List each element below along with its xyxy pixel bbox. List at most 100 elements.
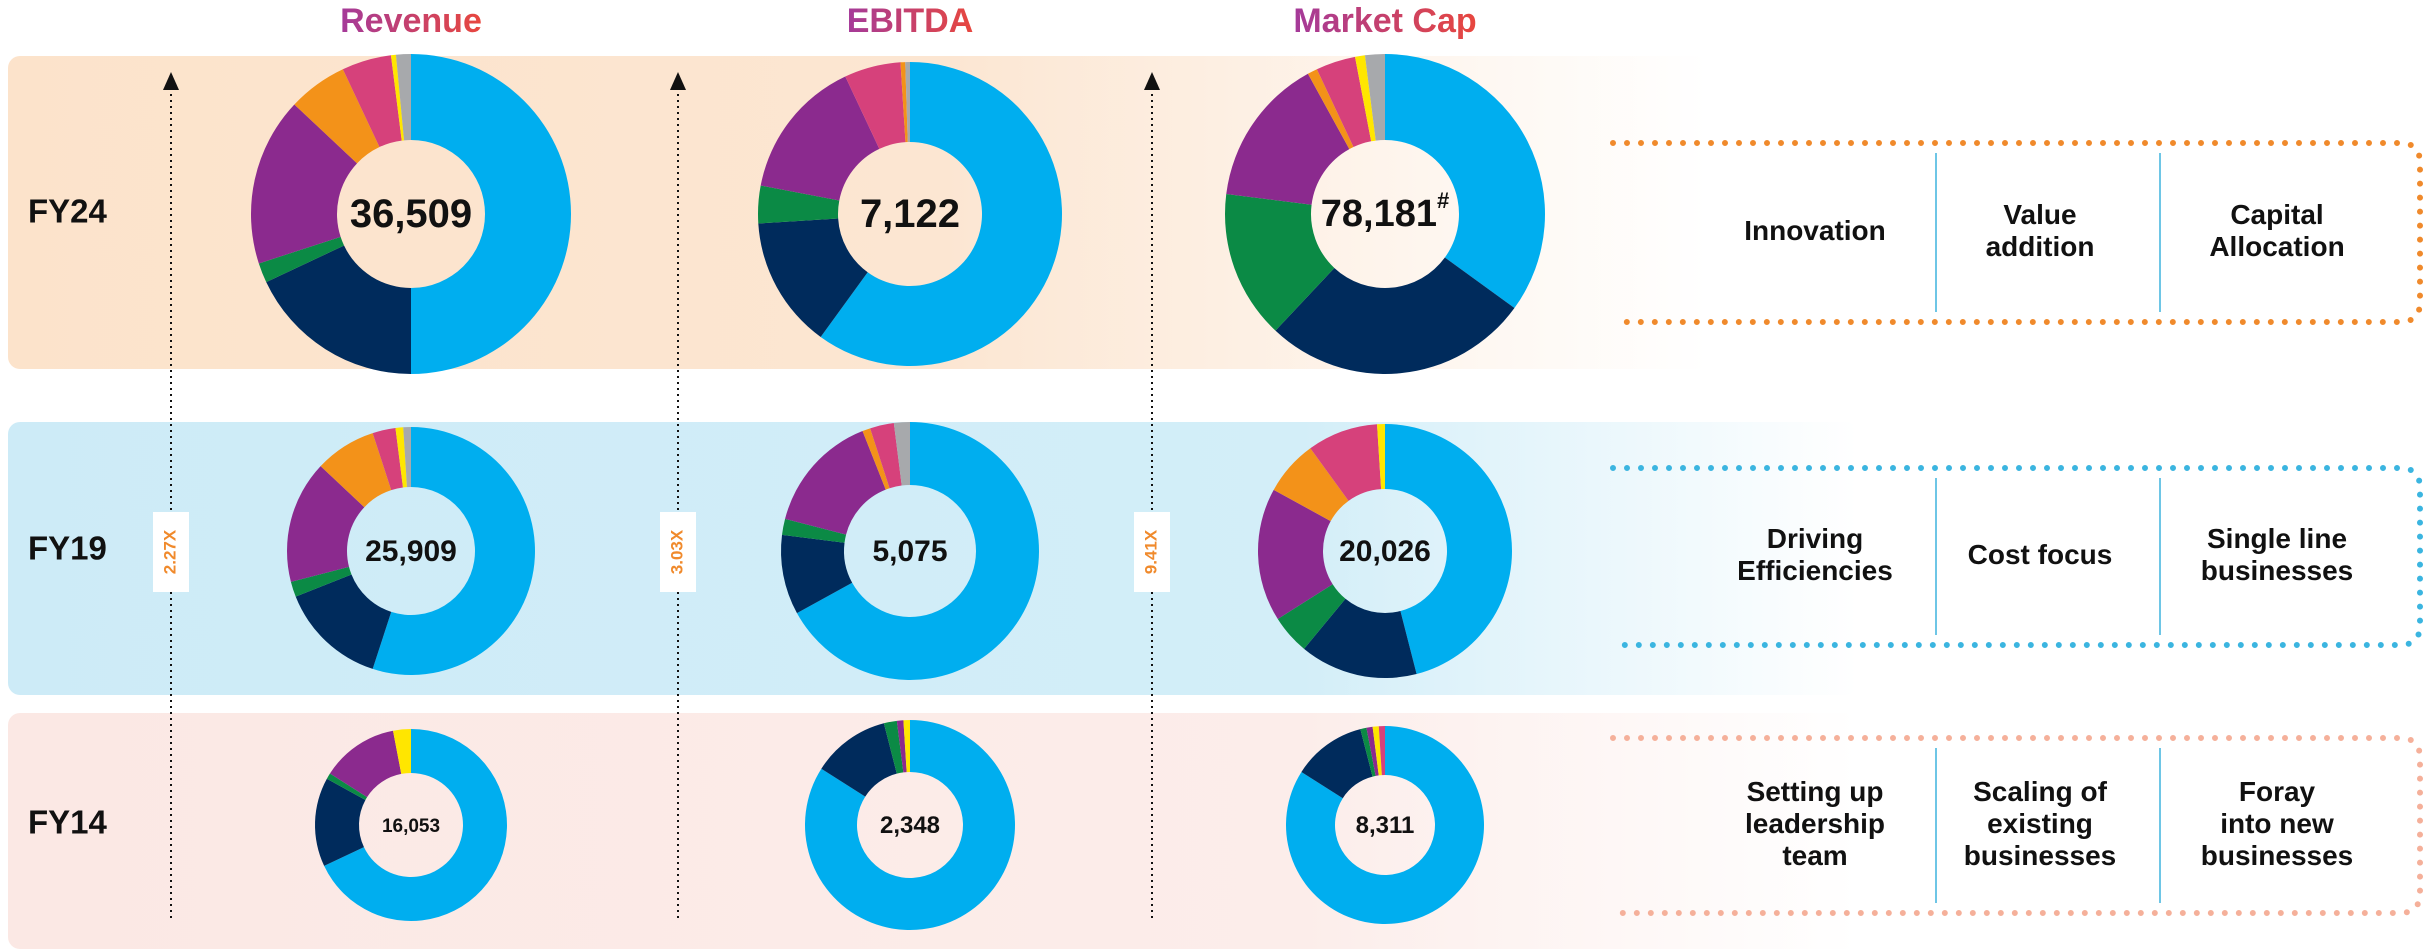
theme-text: Single line bbox=[2207, 523, 2347, 554]
donut-segment bbox=[760, 76, 880, 201]
donut-segment bbox=[796, 422, 1039, 680]
donut-segment bbox=[251, 104, 358, 264]
donut-segment bbox=[324, 729, 507, 921]
multiplier-label: 9.41X bbox=[1141, 529, 1160, 574]
theme-text: Allocation bbox=[2209, 231, 2344, 262]
theme-text: Value bbox=[2003, 199, 2076, 230]
donut-segment bbox=[1277, 584, 1346, 649]
donut-segment bbox=[294, 69, 380, 164]
theme-box-border bbox=[1610, 735, 2423, 916]
donut-segment bbox=[266, 245, 411, 374]
theme-text: Scaling of bbox=[1973, 776, 2107, 807]
donut-segment bbox=[896, 720, 907, 773]
donut-segment bbox=[883, 720, 904, 774]
center-value: 16,053 bbox=[382, 816, 440, 837]
theme-text: team bbox=[1782, 840, 1847, 871]
donut-segment bbox=[290, 566, 352, 597]
donut-segment bbox=[1385, 54, 1546, 309]
theme-box-border bbox=[1610, 465, 2423, 648]
donut-segment bbox=[1224, 193, 1335, 331]
center-value: 5,075 bbox=[872, 535, 947, 568]
theme-box-border bbox=[1610, 140, 2423, 325]
donut-segment bbox=[782, 518, 847, 543]
center-value-text: 7,122 bbox=[860, 192, 960, 236]
multiplier-box bbox=[153, 512, 189, 592]
donut-segment bbox=[900, 62, 908, 143]
donut-segment bbox=[1285, 726, 1484, 924]
theme-text: Innovation bbox=[1744, 215, 1886, 246]
donut-segment bbox=[805, 720, 1016, 930]
note-mark: # bbox=[1437, 188, 1449, 213]
column-header: Market Cap bbox=[1293, 2, 1476, 40]
center-value-text: 2,348 bbox=[880, 812, 940, 839]
donut-segment bbox=[1310, 424, 1382, 501]
donut-segment bbox=[393, 729, 411, 774]
center-value: 78,181# bbox=[1321, 188, 1449, 235]
center-value: 7,122 bbox=[860, 192, 960, 236]
donut-segment bbox=[287, 466, 365, 582]
donut-segment bbox=[372, 427, 403, 491]
donut-segment bbox=[1316, 56, 1372, 148]
center-value-text: 8,311 bbox=[1356, 812, 1415, 839]
center-value: 20,026 bbox=[1339, 535, 1431, 568]
donut-segment bbox=[862, 428, 890, 490]
donut-segment bbox=[1304, 598, 1417, 678]
donut-segment bbox=[821, 723, 897, 797]
center-value: 2,348 bbox=[880, 812, 940, 839]
donut-segment bbox=[780, 534, 853, 614]
multiplier-box bbox=[1134, 512, 1170, 592]
donut-segment bbox=[320, 433, 392, 508]
donut-segment bbox=[905, 62, 910, 143]
donut-segment bbox=[893, 422, 910, 486]
theme-text: Capital bbox=[2230, 199, 2323, 230]
column-header: Revenue bbox=[340, 2, 482, 40]
center-value-text: 20,026 bbox=[1339, 535, 1431, 568]
donut-segment bbox=[1366, 726, 1379, 776]
donut-segment bbox=[1258, 489, 1333, 620]
donut-segment bbox=[1301, 729, 1373, 799]
donut-segment bbox=[845, 62, 906, 149]
theme-text: Setting up bbox=[1747, 776, 1884, 807]
donut-segment bbox=[295, 574, 392, 669]
donut-segment bbox=[342, 55, 402, 148]
donut-segment bbox=[395, 427, 407, 488]
multiplier-label: 2.27X bbox=[160, 529, 179, 574]
theme-text: businesses bbox=[2201, 840, 2354, 871]
center-value-text: 36,509 bbox=[350, 192, 472, 236]
donut-segment bbox=[758, 185, 840, 224]
donut-segment bbox=[395, 54, 411, 141]
donut-segment bbox=[411, 54, 571, 374]
center-value-text: 16,053 bbox=[382, 816, 440, 837]
theme-text: Cost focus bbox=[1968, 539, 2113, 570]
row-label: FY24 bbox=[28, 193, 108, 230]
row-label: FY14 bbox=[28, 804, 108, 841]
donut-segment bbox=[1355, 55, 1376, 142]
theme-text: Driving bbox=[1767, 523, 1863, 554]
donut-segment bbox=[1275, 257, 1515, 375]
donut-segment bbox=[1378, 726, 1385, 776]
column-header: EBITDA bbox=[847, 2, 974, 40]
donut-segment bbox=[1364, 54, 1385, 141]
donut-segment bbox=[1307, 69, 1354, 150]
center-value: 8,311 bbox=[1356, 812, 1415, 839]
donut-segment bbox=[870, 423, 902, 489]
center-value-text: 5,075 bbox=[872, 535, 947, 568]
center-value-text: 78,181 bbox=[1321, 193, 1437, 235]
donut-segment bbox=[1226, 73, 1350, 205]
theme-text: addition bbox=[1986, 231, 2095, 262]
donut-segment bbox=[326, 773, 368, 800]
donut-segment bbox=[1372, 726, 1382, 776]
donut-segment bbox=[258, 236, 345, 283]
donut-segment bbox=[390, 54, 405, 141]
theme-text: businesses bbox=[1964, 840, 2117, 871]
theme-text: leadership bbox=[1745, 808, 1885, 839]
donut-segment bbox=[785, 431, 886, 535]
donut-segment bbox=[758, 218, 868, 337]
theme-text: into new bbox=[2220, 808, 2334, 839]
donut-segment bbox=[1385, 424, 1513, 675]
donut-segment bbox=[315, 778, 366, 866]
donut-segment bbox=[1273, 448, 1349, 522]
row-label: FY19 bbox=[28, 530, 107, 567]
center-value-text: 25,909 bbox=[365, 535, 457, 568]
